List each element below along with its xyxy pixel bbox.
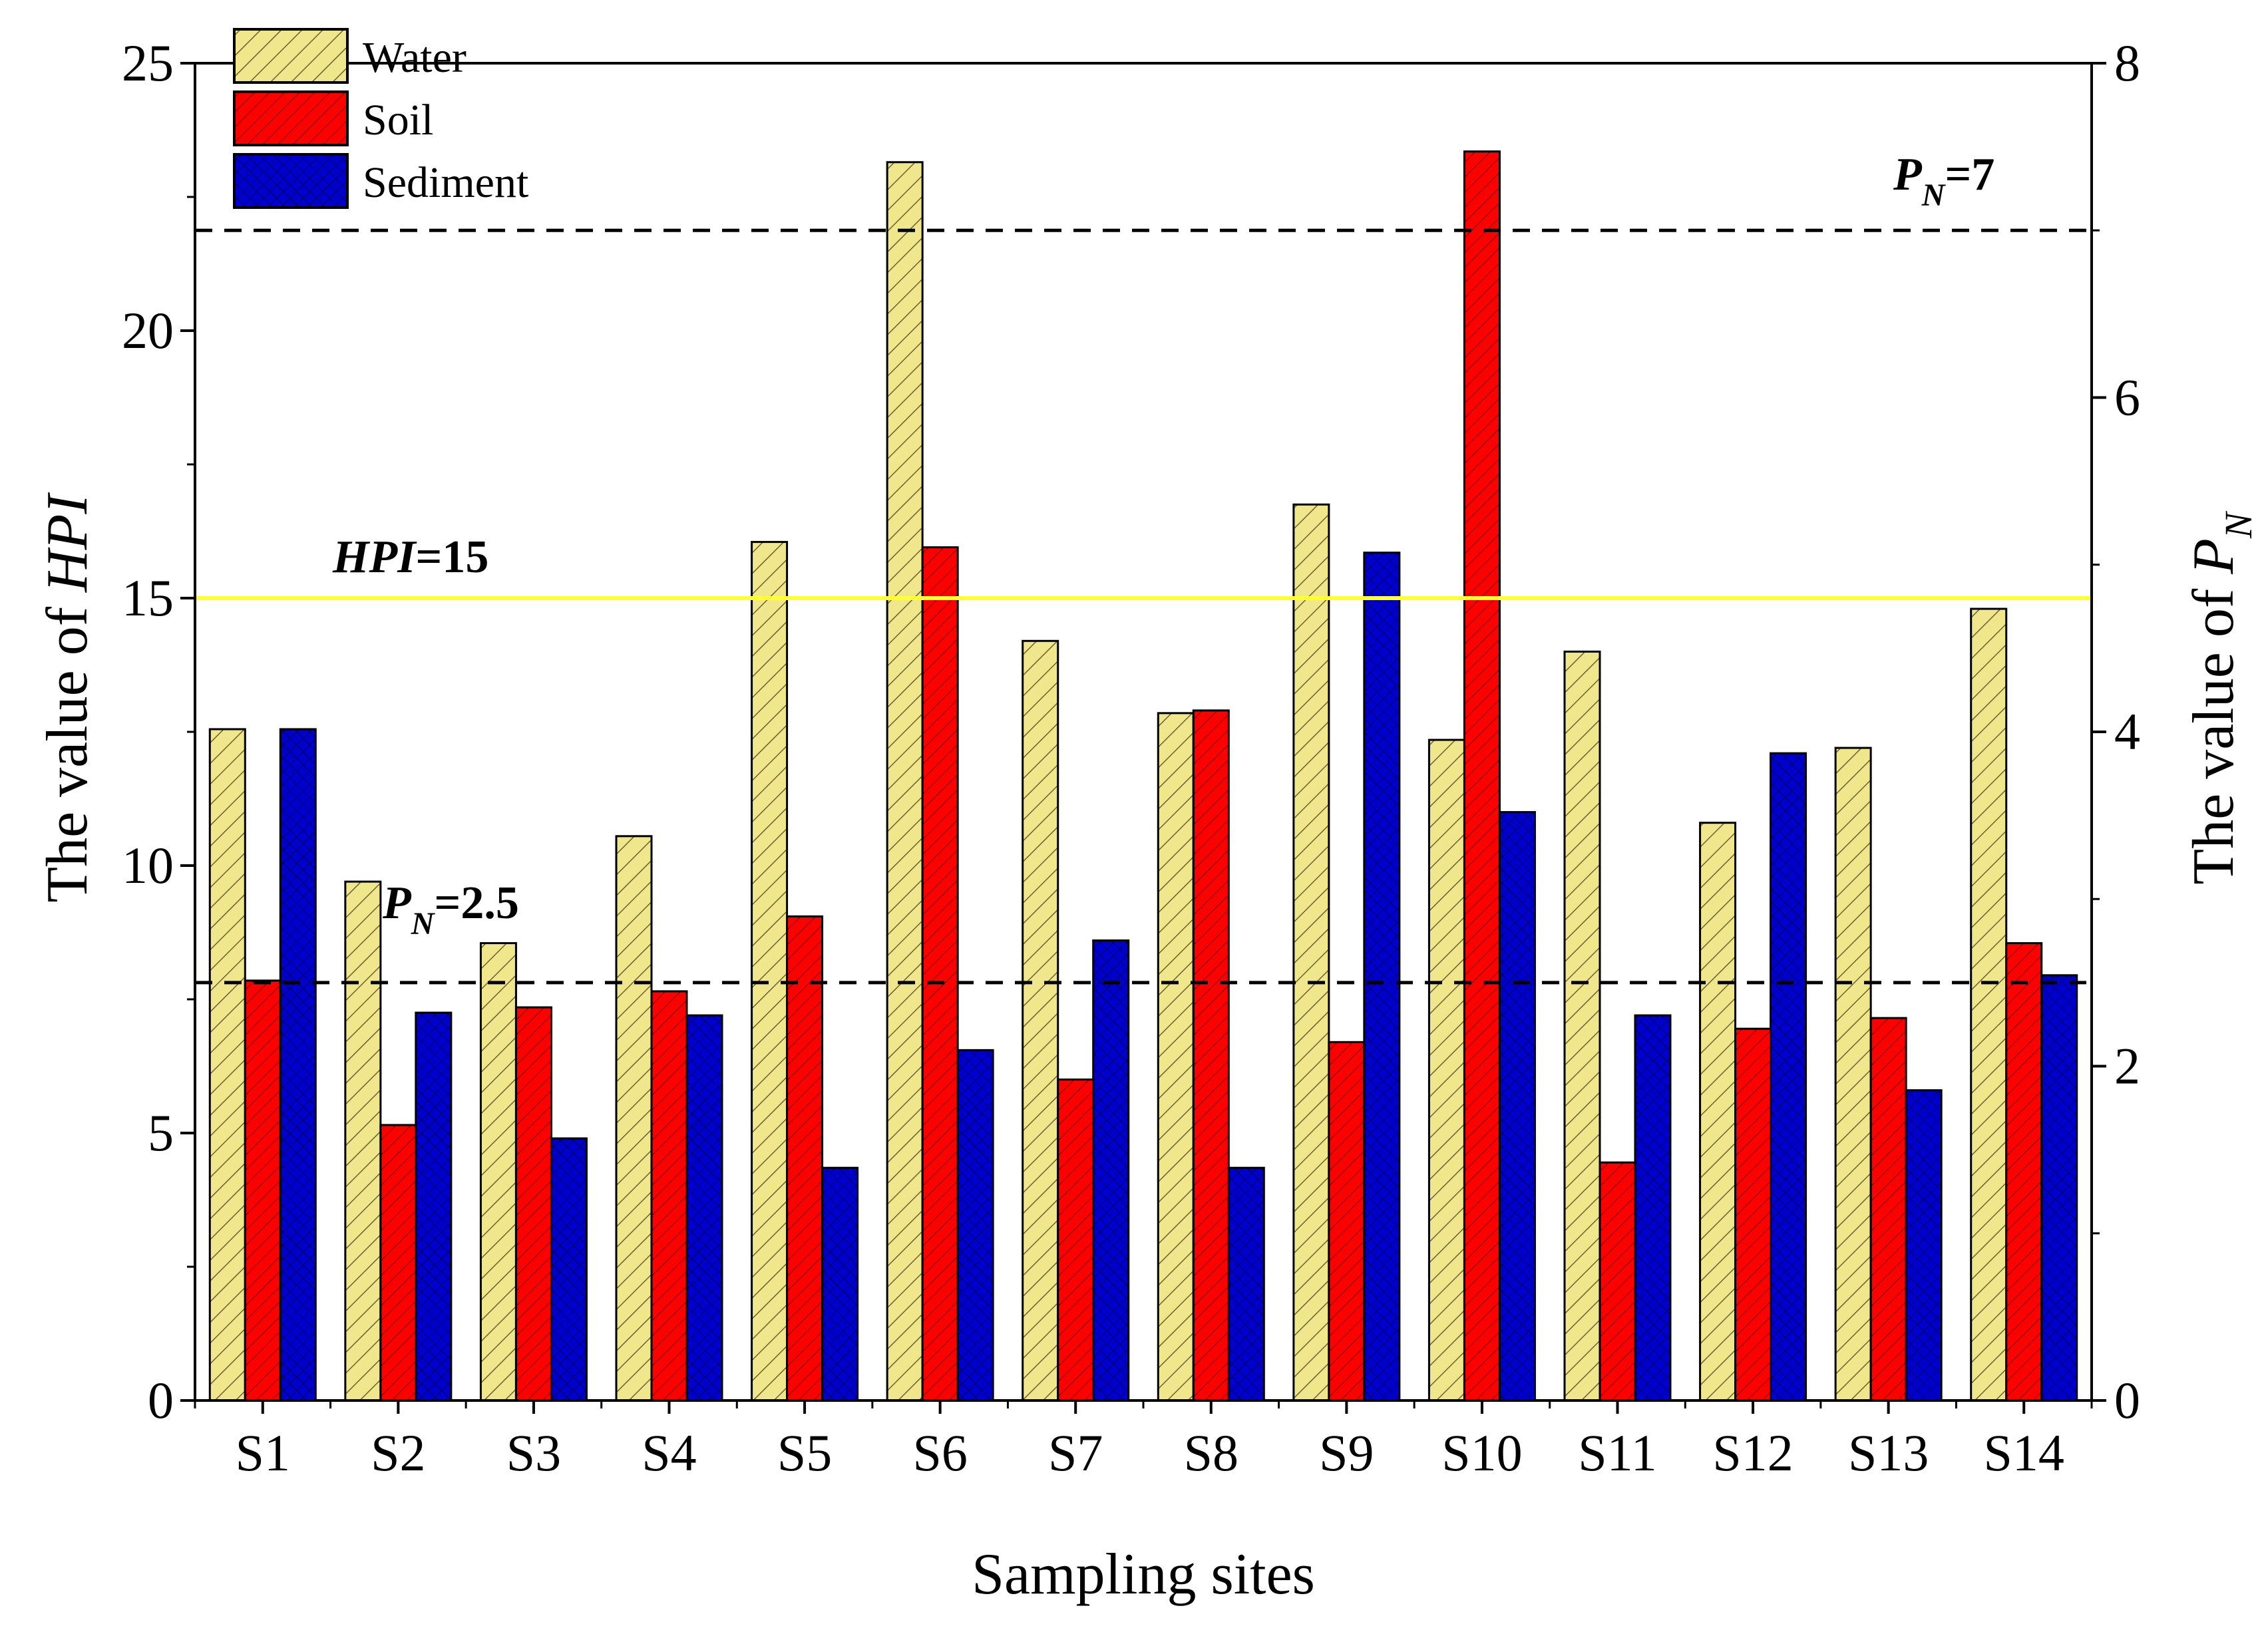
- bar-water-s3: [479, 942, 517, 1402]
- legend-swatch-water: [233, 28, 349, 84]
- left-y-axis-title: The value of HPI: [35, 492, 100, 903]
- bar-soil-s6: [921, 546, 959, 1402]
- bar-water-s9: [1292, 503, 1330, 1402]
- bar-soil-s2: [379, 1124, 417, 1402]
- left-y-tick-label-15: 15: [122, 569, 174, 627]
- x-axis-title: Sampling sites: [972, 1542, 1315, 1607]
- bar-soil-s12: [1734, 1027, 1772, 1402]
- right-y-tick-label-6: 6: [2114, 369, 2140, 426]
- x-tick-label-s13: S13: [1848, 1424, 1929, 1482]
- bar-sediment-s2: [415, 1011, 453, 1402]
- legend: Water Soil Sediment: [233, 28, 528, 209]
- bar-water-s6: [886, 161, 924, 1402]
- bar-sediment-s6: [956, 1049, 994, 1402]
- bar-water-s1: [208, 728, 246, 1402]
- x-tick-label-s14: S14: [1984, 1424, 2064, 1482]
- x-tick-label-s9: S9: [1319, 1424, 1374, 1482]
- bar-sediment-s1: [279, 728, 317, 1402]
- x-tick-label-s7: S7: [1048, 1424, 1103, 1482]
- plot-frame: [194, 62, 2093, 1402]
- ref-label-hpi-15: HPI=15: [332, 532, 488, 583]
- legend-label-water: Water: [363, 33, 467, 82]
- bar-sediment-s5: [821, 1166, 859, 1402]
- x-tick-label-s3: S3: [506, 1424, 561, 1482]
- legend-item-water: Water: [233, 28, 467, 84]
- ref-label-pn-7: PN=7: [1893, 149, 1994, 213]
- bar-sediment-s14: [2040, 974, 2078, 1402]
- x-tick-label-s6: S6: [912, 1424, 967, 1482]
- bars-layer: [208, 150, 2078, 1402]
- bar-soil-s7: [1057, 1078, 1095, 1402]
- bar-soil-s5: [786, 915, 824, 1402]
- right-y-tick-label-4: 4: [2114, 703, 2140, 760]
- x-tick-label-s12: S12: [1712, 1424, 1793, 1482]
- left-y-tick-label-20: 20: [122, 301, 174, 359]
- x-tick-label-s10: S10: [1441, 1424, 1522, 1482]
- x-tick-label-s8: S8: [1184, 1424, 1238, 1482]
- bar-soil-s14: [2005, 942, 2043, 1402]
- bar-soil-s4: [650, 990, 688, 1402]
- bar-sediment-s10: [1498, 811, 1536, 1402]
- bar-soil-s13: [1869, 1017, 1907, 1402]
- left-y-tick-label-10: 10: [122, 836, 174, 894]
- bar-sediment-s9: [1363, 552, 1401, 1402]
- legend-item-soil: Soil: [233, 90, 433, 146]
- legend-label-soil: Soil: [363, 96, 433, 144]
- axes-layer: 0 5 10 15 20 25 0 2 4 6 8 S1 S2 S3 S4 S5 S6 S7 S8 S9 S10 S11 S…: [122, 34, 2140, 1482]
- bar-soil-s9: [1328, 1041, 1366, 1402]
- right-y-tick-label-8: 8: [2114, 34, 2140, 92]
- bar-water-s8: [1157, 712, 1195, 1402]
- bar-sediment-s12: [1770, 752, 1807, 1402]
- left-y-tick-label-0: 0: [148, 1371, 174, 1429]
- x-tick-label-s5: S5: [777, 1424, 832, 1482]
- right-y-tick-label-2: 2: [2114, 1037, 2140, 1095]
- bar-sediment-s3: [550, 1137, 588, 1402]
- right-y-axis-title: The value of PN: [2181, 510, 2260, 884]
- legend-swatch-soil: [233, 90, 349, 146]
- legend-item-sediment: Sediment: [233, 153, 528, 209]
- bar-water-s13: [1834, 746, 1872, 1402]
- bar-water-s5: [751, 541, 789, 1402]
- bar-sediment-s13: [1905, 1089, 1943, 1402]
- x-tick-label-s2: S2: [371, 1424, 425, 1482]
- bar-water-s7: [1022, 639, 1059, 1402]
- bar-sediment-s7: [1092, 939, 1130, 1402]
- bar-soil-s1: [244, 979, 282, 1402]
- bar-sediment-s4: [685, 1014, 723, 1402]
- legend-swatch-sediment: [233, 153, 349, 209]
- bar-soil-s3: [514, 1006, 552, 1402]
- left-y-tick-label-5: 5: [148, 1104, 174, 1162]
- left-y-tick-label-25: 25: [122, 34, 174, 92]
- bar-water-s2: [344, 880, 382, 1402]
- x-tick-label-s1: S1: [236, 1424, 290, 1482]
- x-tick-label-s4: S4: [642, 1424, 696, 1482]
- bar-water-s4: [615, 835, 653, 1402]
- bar-sediment-s11: [1634, 1014, 1672, 1402]
- bar-water-s10: [1427, 739, 1465, 1402]
- bar-soil-s11: [1599, 1161, 1636, 1402]
- legend-label-sediment: Sediment: [363, 158, 528, 207]
- bar-water-s14: [1970, 607, 2008, 1402]
- x-tick-label-s11: S11: [1578, 1424, 1657, 1482]
- bar-water-s12: [1699, 822, 1737, 1402]
- bar-water-s11: [1563, 650, 1601, 1402]
- bar-soil-s8: [1192, 709, 1230, 1402]
- ref-label-pn-2-5: PN=2.5: [382, 878, 519, 941]
- right-y-tick-label-0: 0: [2114, 1371, 2140, 1429]
- bar-soil-s10: [1463, 150, 1501, 1402]
- bar-sediment-s8: [1227, 1166, 1265, 1402]
- reference-lines-layer: [195, 228, 2092, 985]
